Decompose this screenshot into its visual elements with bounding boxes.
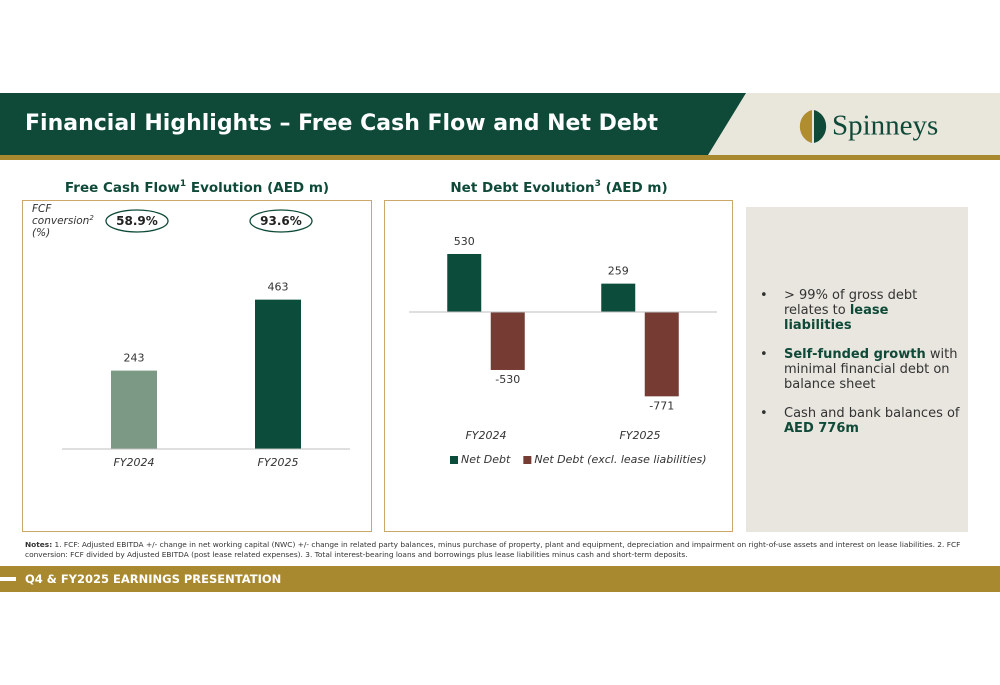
bullet-text: Cash and bank balances of AED 776m [784,406,960,436]
bullet-text: Self-funded growth with minimal financia… [784,347,960,392]
logo-text: Spinneys [832,110,938,142]
conversion-title: FCF [32,203,52,215]
bar [644,311,679,397]
logo-icon [799,110,812,143]
chart-title-text: (AED m) [601,180,668,196]
data-label: -530 [495,373,520,386]
x-tick-label: FY2024 [465,429,506,442]
chart-title-text: Net Debt Evolution [450,180,594,196]
bar [111,370,157,449]
data-label: -771 [649,399,674,412]
bar [255,299,301,449]
bullet: • Self-funded growth with minimal financi… [760,347,960,392]
header-title-band [0,93,746,155]
logo-icon [814,110,827,143]
bullet-segment: Self-funded growth [784,347,926,362]
chart-title: Free Cash Flow1 Evolution (AED m) [65,179,329,197]
bar [447,253,482,312]
chart-title-text: Evolution (AED m) [186,180,329,196]
bullet-dot: • [760,347,768,362]
chart-title-sup: 3 [595,179,601,189]
chart-title: Net Debt Evolution3 (AED m) [450,179,667,197]
conversion-title: conversion2 [32,214,94,227]
conversion-title-text: conversion [32,215,89,227]
conversion-title-text: (%) [32,227,50,239]
bullet-list: • > 99% of gross debt relates to lease li… [760,288,960,450]
bar [601,283,636,312]
chart-frame [384,200,733,532]
bullet-text: > 99% of gross debt relates to lease lia… [784,288,960,333]
conversion-title-sup: 2 [89,214,94,222]
data-label: 530 [454,235,475,248]
footer-band [0,566,1000,592]
conversion-title-text: FCF [32,203,52,215]
x-tick-label: FY2025 [619,429,660,442]
bullet-segment: with minimal financial debt on balance s… [784,347,958,392]
data-label: 243 [124,352,145,365]
conversion-title: (%) [32,227,50,239]
legend-swatch [523,456,532,464]
legend-label: Net Debt (excl. lease liabilities) [534,453,706,466]
legend-swatch [450,456,458,464]
data-label: 463 [268,281,289,294]
conversion-label: 93.6% [260,214,302,228]
footer-mark [0,577,16,581]
chart-title-sup: 1 [180,179,186,189]
chart-frame [22,200,372,532]
notes: Notes: 1. FCF: Adjusted EBITDA +/- chang… [25,540,975,559]
header-rule [0,155,1000,160]
footer-text: Q4 & FY2025 EARNINGS PRESENTATION [25,572,281,586]
bullet: • Cash and bank balances of AED 776m [760,406,960,436]
conversion-label: 58.9% [116,214,158,228]
bullet-dot: • [760,288,768,303]
notes-label: Notes: [25,540,53,549]
chart-title-text: Free Cash Flow [65,180,180,196]
conversion-oval [249,209,313,233]
legend-label: Net Debt [461,453,511,466]
bullet-segment: > 99% of gross debt relates to [784,288,918,318]
header-title: Financial Highlights – Free Cash Flow an… [25,111,659,136]
x-tick-label: FY2024 [113,456,154,469]
bullet-segment: AED 776m [784,421,859,436]
data-label: 259 [608,265,629,278]
bullet: • > 99% of gross debt relates to lease li… [760,288,960,333]
bullet-segment: Cash and bank balances of [784,406,960,421]
bar [490,311,525,370]
bullet-panel [746,207,968,532]
bullet-segment: lease liabilities [784,303,889,333]
notes-text: 1. FCF: Adjusted EBITDA +/- change in ne… [25,540,961,559]
conversion-oval [105,209,169,233]
x-tick-label: FY2025 [257,456,298,469]
bullet-dot: • [760,406,768,421]
